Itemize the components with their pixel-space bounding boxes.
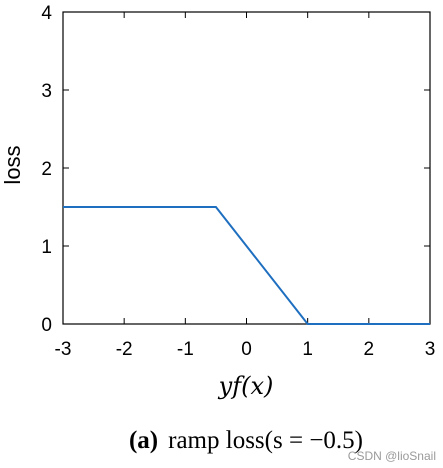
x-tick-label: -2 (116, 339, 133, 360)
y-tick-label: 1 (41, 237, 52, 258)
caption-text: ramp loss(s = −0.5) (168, 427, 363, 454)
series-line (63, 206, 430, 325)
x-axis-label: yf(x) (218, 372, 274, 400)
x-tick-label: 2 (364, 339, 375, 360)
x-tick-label: -3 (55, 339, 72, 360)
x-tick-label: 1 (302, 339, 313, 360)
y-tick-label: 3 (41, 81, 52, 102)
watermark: CSDN @lioSnail (348, 449, 436, 463)
axes-frame (62, 11, 431, 325)
y-axis-label: loss (0, 145, 25, 184)
y-tick-label: 0 (41, 315, 52, 336)
x-tick-label: 0 (241, 339, 252, 360)
figure-caption: (a) ramp loss(s = −0.5) (129, 427, 363, 454)
caption-label: (a) (129, 427, 158, 454)
y-tick-label: 4 (41, 3, 52, 24)
x-tick-label: 3 (425, 339, 436, 360)
x-tick-label: -1 (177, 339, 194, 360)
y-tick-label: 2 (41, 159, 52, 180)
